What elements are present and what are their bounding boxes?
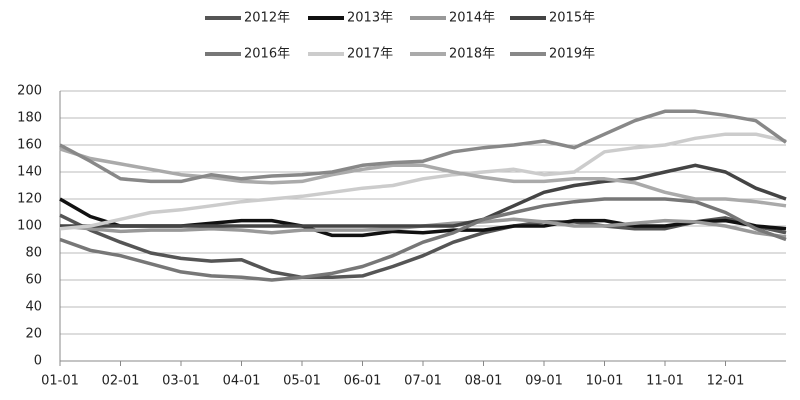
y-tick-label: 80: [25, 246, 42, 261]
x-tick-label: 02-01: [102, 374, 140, 389]
y-tick-label: 180: [17, 111, 42, 126]
y-tick-label: 100: [17, 219, 42, 234]
y-tick-label: 60: [25, 273, 42, 288]
x-tick-label: 05-01: [283, 374, 321, 389]
series-line: [60, 163, 787, 228]
y-tick-label: 140: [17, 165, 42, 180]
x-tick-label: 01-01: [41, 374, 79, 389]
y-tick-label: 0: [34, 354, 42, 369]
y-tick-label: 160: [17, 138, 42, 153]
y-tick-label: 120: [17, 192, 42, 207]
x-tick-label: 11-01: [646, 374, 684, 389]
legend-label: 2017年: [347, 47, 393, 62]
legend-label: 2015年: [549, 11, 595, 26]
series-line: [59, 109, 788, 184]
x-tick-label: 07-01: [404, 374, 442, 389]
legend-label: 2013年: [347, 11, 393, 26]
series-line: [59, 132, 787, 231]
x-tick-label: 04-01: [223, 374, 261, 389]
x-tick-label: 10-01: [586, 374, 624, 389]
x-tick-label: 03-01: [162, 374, 200, 389]
series-line: [59, 213, 787, 280]
legend-label: 2012年: [244, 11, 290, 26]
y-tick-label: 40: [25, 300, 42, 315]
legend-label: 2019年: [549, 47, 595, 62]
x-tick-label: 06-01: [344, 374, 382, 389]
legend-label: 2016年: [244, 47, 290, 62]
y-tick-label: 20: [25, 327, 42, 342]
x-tick-label: 12-01: [707, 374, 745, 389]
series-line: [59, 147, 787, 208]
legend-label: 2018年: [449, 47, 495, 62]
x-tick-label: 08-01: [465, 374, 503, 389]
series-line: [59, 197, 787, 282]
x-tick-label: 09-01: [525, 374, 563, 389]
y-tick-label: 200: [17, 84, 42, 99]
legend-label: 2014年: [449, 11, 495, 26]
